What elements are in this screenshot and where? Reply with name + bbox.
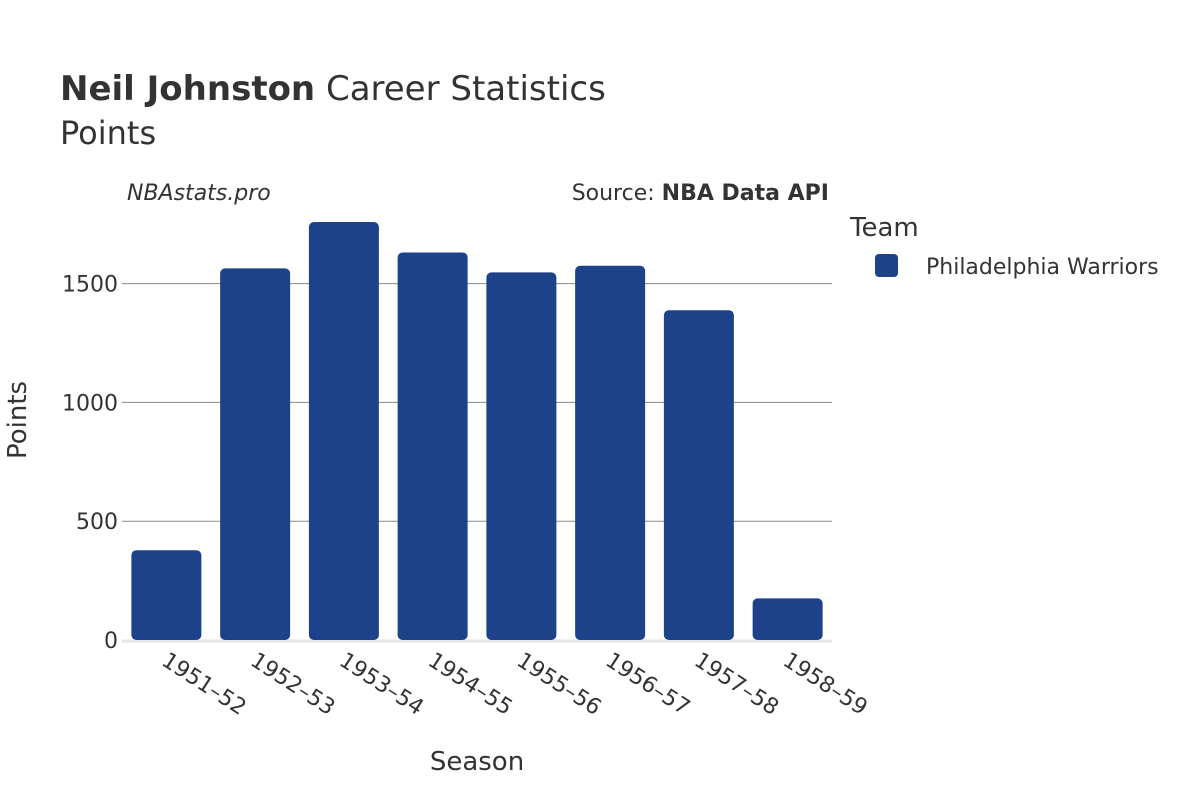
bar[interactable] [308, 222, 379, 640]
legend-label: Philadelphia Warriors [926, 255, 1159, 280]
x-tick-labels: 1951–521952–531953–541954–551955–561956–… [157, 648, 872, 721]
bars-layer [131, 222, 823, 640]
watermark: NBAstats.pro [127, 181, 271, 206]
x-tick-label: 1956–57 [601, 648, 694, 721]
source-name: NBA Data API [662, 181, 829, 206]
legend-swatch [875, 254, 898, 277]
source-prefix: Source: [572, 181, 662, 206]
y-tick-label: 1000 [62, 391, 118, 416]
y-tick-labels: 0 500 1000 1500 [62, 273, 118, 654]
bar[interactable] [397, 252, 468, 640]
legend-title: Team [849, 213, 919, 243]
x-tick-label: 1954–55 [423, 648, 516, 721]
chart-title-player: Neil Johnston [60, 69, 315, 109]
bar[interactable] [575, 265, 646, 640]
x-axis-title: Season [430, 747, 524, 777]
legend: Team Philadelphia Warriors [849, 213, 1159, 280]
y-axis-title: Points [3, 381, 33, 459]
bar[interactable] [131, 550, 202, 640]
bar[interactable] [663, 310, 734, 640]
x-tick-label: 1952–53 [246, 648, 339, 721]
y-tick-label: 500 [76, 510, 118, 535]
bar[interactable] [752, 598, 823, 640]
bar[interactable] [220, 268, 291, 640]
y-tick-label: 0 [104, 629, 118, 654]
x-tick-label: 1955–56 [512, 648, 605, 721]
source-note: Source: NBA Data API [572, 181, 829, 206]
x-tick-label: 1958–59 [778, 648, 871, 721]
x-tick-label: 1953–54 [335, 648, 428, 721]
chart-title: Neil Johnston Career Statistics [60, 69, 606, 109]
x-tick-label: 1951–52 [157, 648, 250, 721]
y-tick-label: 1500 [62, 273, 118, 298]
chart-subtitle: Points [60, 114, 156, 152]
chart-title-rest: Career Statistics [315, 69, 606, 109]
legend-item[interactable]: Philadelphia Warriors [875, 254, 1159, 280]
bar[interactable] [486, 272, 557, 640]
x-tick-label: 1957–58 [690, 648, 783, 721]
